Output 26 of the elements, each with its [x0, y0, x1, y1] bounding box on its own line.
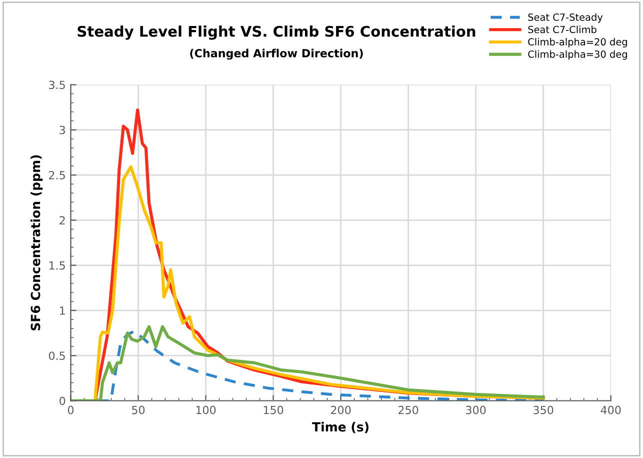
- x-tick-label: 250: [398, 406, 418, 414]
- line-series: [94, 165, 545, 401]
- y-tick-label: 0.5: [48, 352, 65, 360]
- x-tick-label: 400: [600, 406, 621, 414]
- x-axis-title: Time (s): [312, 422, 368, 434]
- legend-label: Seat C7-Steady: [528, 13, 603, 23]
- legend-label: Climb-alpha=30 deg: [528, 50, 627, 60]
- legend-label: Seat C7-Climb: [528, 26, 596, 34]
- chart-subtitle: (Changed Airflow Direction): [190, 48, 363, 60]
- legend-label: Climb-alpha=20 deg: [528, 38, 627, 48]
- y-tick-label: 3.5: [49, 80, 65, 90]
- y-tick-label: 1.5: [49, 261, 65, 270]
- chart-title: Steady Level Flight VS. Climb SF6 Concentration: [78, 26, 476, 40]
- y-tick-label: 3: [60, 126, 65, 134]
- y-tick-label: 2.5: [49, 170, 65, 180]
- x-tick-label: 100: [196, 406, 216, 414]
- x-tick-label: 350: [534, 406, 554, 414]
- x-tick-label: 300: [466, 406, 486, 414]
- y-tick-label: 2: [60, 216, 65, 224]
- y-tick-label: 1: [60, 306, 65, 315]
- x-tick-label: 0: [68, 406, 74, 414]
- y-axis-title: SF6 Concentration (ppm): [30, 155, 43, 330]
- x-tick-label: 200: [331, 406, 351, 414]
- x-tick-label: 50: [132, 406, 145, 414]
- x-tick-label: 150: [264, 406, 284, 414]
- y-tick-label: 0: [60, 396, 66, 406]
